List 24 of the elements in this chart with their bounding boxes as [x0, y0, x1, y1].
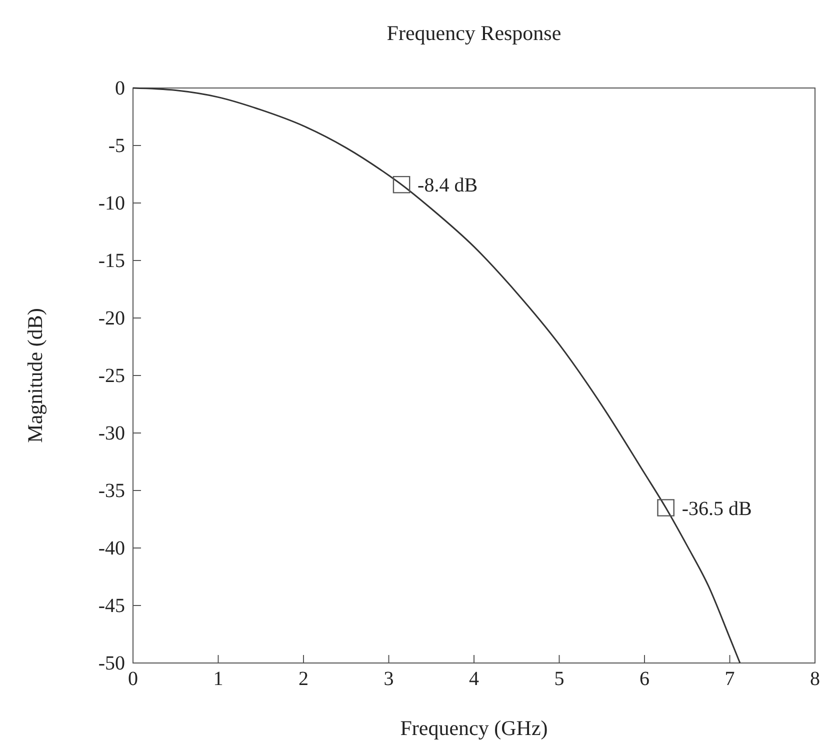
x-tick-label: 7: [724, 668, 735, 690]
x-axis-title: Frequency (GHz): [400, 716, 548, 740]
y-tick-label: -5: [108, 134, 125, 157]
x-tick-label: 5: [554, 668, 564, 690]
y-tick-label: 0: [115, 77, 125, 100]
y-tick-label: -25: [98, 364, 125, 387]
chart-title: Frequency Response: [386, 21, 562, 45]
y-tick-label: -40: [98, 537, 125, 560]
y-axis-title: Magnitude (dB): [23, 308, 47, 443]
y-tick-label: -10: [98, 192, 125, 214]
y-tick-label: -35: [98, 480, 125, 502]
x-tick-label: 6: [640, 668, 650, 690]
annotation: -8.4 dB: [418, 174, 478, 197]
x-tick-label: 2: [298, 668, 308, 690]
x-tick-label: 8: [810, 668, 820, 690]
y-tick-label: -15: [98, 250, 125, 272]
x-tick-label: 3: [384, 668, 394, 690]
annotation: -36.5 dB: [682, 498, 752, 520]
x-tick-label: 4: [469, 668, 479, 690]
y-tick-label: -45: [98, 594, 125, 617]
y-tick-label: -20: [98, 307, 125, 330]
y-tick-label: -50: [98, 652, 125, 674]
x-tick-label: 1: [213, 668, 224, 690]
y-tick-label: -30: [98, 422, 125, 444]
